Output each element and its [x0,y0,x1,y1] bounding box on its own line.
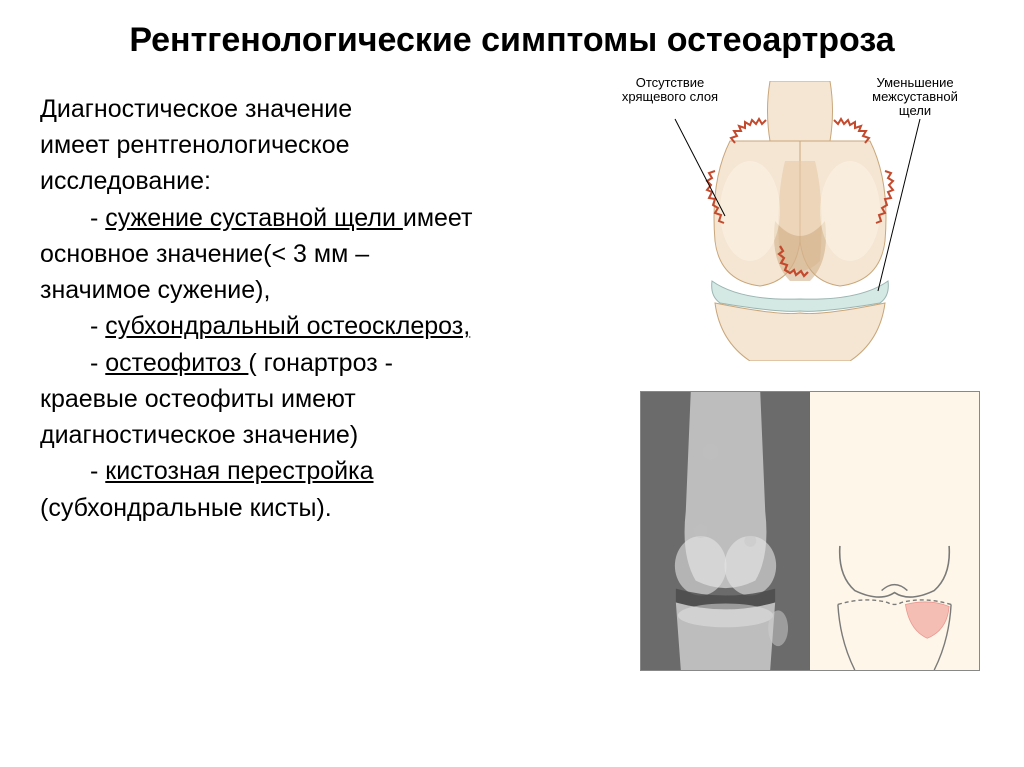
image-column: Отсутствие хрящевого слоя Уменьшение меж… [600,91,984,526]
bullet-4: - кистозная перестройка [40,453,580,489]
knee-illustration: Отсутствие хрящевого слоя Уменьшение меж… [620,81,980,361]
bullet-2: - субхондральный остеосклероз, [40,308,580,344]
bullet-3-cont: краевые остеофиты имеют [40,381,580,417]
bullet-4-cont: (субхондральные кисты). [40,490,580,526]
bullet-3: - остеофитоз ( гонартроз - [40,345,580,381]
bullet-1: - сужение суставной щели имеет [40,200,580,236]
knee-svg [620,81,980,361]
anat-label-right: Уменьшение межсуставной щели [855,76,975,119]
xray-image [641,392,810,670]
text-column: Диагностическое значение имеет рентгенол… [40,91,580,526]
bullet-1-cont: основное значение(< 3 мм – [40,236,580,272]
slide: Рентгенологические симптомы остеоартроза… [0,0,1024,767]
xray-outline [810,392,979,670]
xray-pair [640,391,980,671]
intro-line: исследование: [40,163,580,199]
bullet-1-cont: значимое сужение), [40,272,580,308]
bullet-3-cont: диагностическое значение) [40,417,580,453]
slide-title: Рентгенологические симптомы остеоартроза [40,20,984,61]
intro-line: имеет рентгенологическое [40,127,580,163]
anat-label-left: Отсутствие хрящевого слоя [610,76,730,105]
content-row: Диагностическое значение имеет рентгенол… [40,91,984,526]
intro-line: Диагностическое значение [40,91,580,127]
